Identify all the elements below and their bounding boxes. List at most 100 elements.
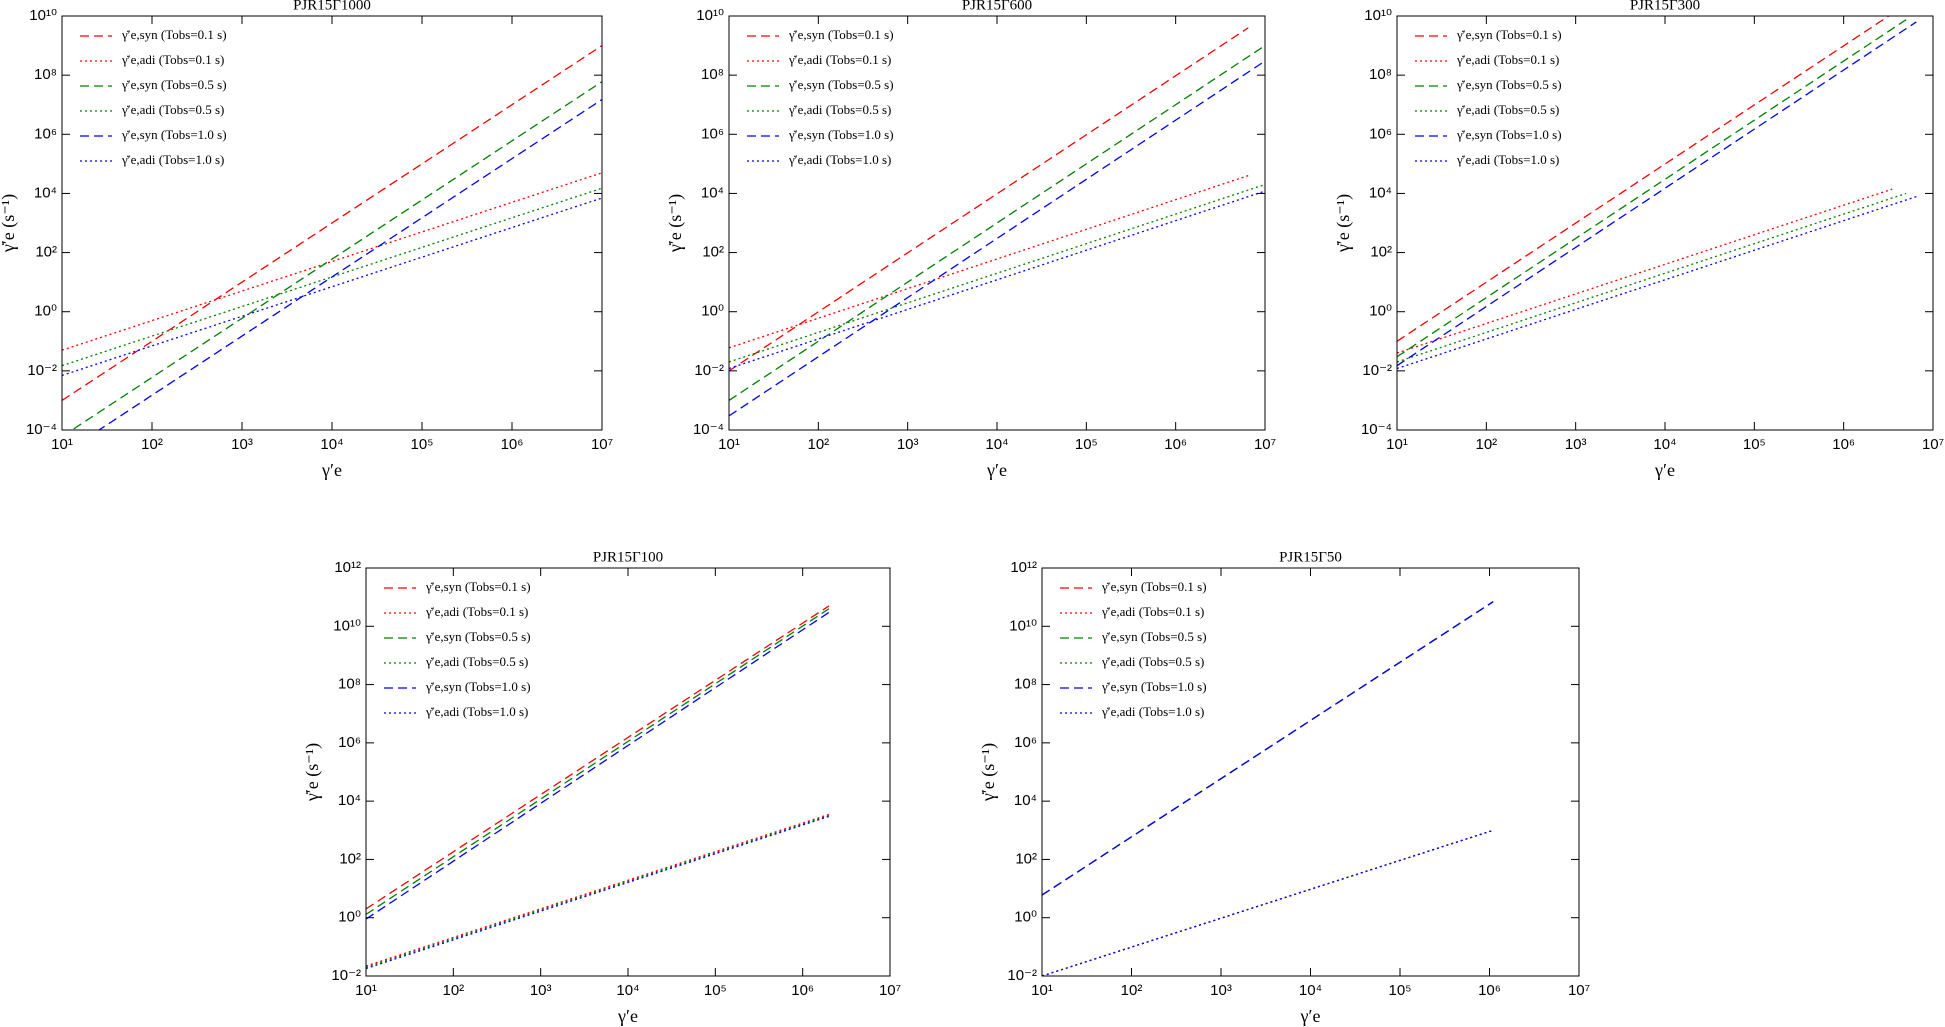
y-tick-label: 10⁴ — [1369, 184, 1392, 201]
y-tick-label: 10⁻² — [1362, 362, 1392, 379]
x-tick-label: 10³ — [530, 982, 552, 999]
legend-label: γ̇′e,adi (Tobs=0.5 s) — [788, 102, 891, 117]
series-line — [366, 815, 830, 970]
series-line — [70, 81, 602, 430]
y-tick-label: 10¹⁰ — [333, 617, 361, 634]
y-tick-label: 10⁶ — [1369, 125, 1392, 142]
legend-label: γ̇′e,adi (Tobs=1.0 s) — [1456, 152, 1559, 167]
chart-title: PJR15Γ300 — [1630, 0, 1700, 13]
x-tick-label: 10³ — [1210, 982, 1232, 999]
y-tick-label: 10¹⁰ — [1009, 617, 1037, 634]
x-tick-label: 10² — [1121, 982, 1143, 999]
y-axis-label: γ̇′e (s⁻¹) — [665, 194, 686, 253]
plot-area — [1397, 16, 1933, 430]
y-tick-label: 10⁸ — [34, 66, 57, 83]
legend-label: γ̇′e,adi (Tobs=1.0 s) — [425, 704, 528, 719]
series-line — [729, 190, 1265, 370]
y-tick-label: 10⁰ — [1014, 909, 1037, 926]
x-tick-label: 10¹ — [718, 436, 740, 453]
legend-label: γ̇′e,syn (Tobs=0.1 s) — [1101, 579, 1207, 594]
series-line — [366, 611, 830, 920]
subplot: 10¹ 10² 10³ 10⁴ 10⁵ 10⁶ 10⁷ 10⁻⁴ 10⁻² 10⁰ 10² 10⁴ 10… — [1333, 0, 1944, 480]
series-line — [1042, 829, 1494, 976]
y-tick-label: 10⁻² — [27, 362, 57, 379]
y-tick-label: 10⁰ — [34, 303, 57, 320]
legend-label: γ̇′e,adi (Tobs=1.0 s) — [788, 152, 891, 167]
series-line — [366, 605, 830, 910]
y-tick-label: 10² — [1015, 850, 1037, 867]
x-tick-label: 10³ — [1565, 436, 1587, 453]
y-axis-label: γ̇′e (s⁻¹) — [302, 743, 323, 802]
legend-label: γ̇′e,adi (Tobs=0.1 s) — [121, 52, 224, 67]
x-axis-label: γ′e — [321, 460, 342, 480]
y-tick-label: 10⁴ — [34, 184, 57, 201]
x-tick-label: 10¹ — [1031, 982, 1053, 999]
plot-area — [729, 16, 1265, 430]
x-tick-label: 10⁷ — [591, 436, 613, 453]
series-line — [1397, 196, 1917, 370]
legend-label: γ̇′e,adi (Tobs=0.5 s) — [1456, 102, 1559, 117]
chart-title: PJR15Γ600 — [962, 0, 1032, 13]
legend-label: γ̇′e,syn (Tobs=0.5 s) — [1101, 629, 1207, 644]
series-line — [366, 608, 830, 915]
legend-label: γ̇′e,syn (Tobs=0.1 s) — [425, 579, 531, 594]
legend-label: γ̇′e,syn (Tobs=0.5 s) — [1456, 77, 1562, 92]
legend-label: γ̇′e,syn (Tobs=0.5 s) — [425, 629, 531, 644]
y-tick-label: 10⁻² — [694, 362, 724, 379]
chart-title: PJR15Γ100 — [593, 549, 663, 565]
y-tick-label: 10⁻² — [331, 967, 361, 984]
y-tick-label: 10² — [702, 244, 724, 261]
subplot: 10¹ 10² 10³ 10⁴ 10⁵ 10⁶ 10⁷ 10⁻⁴ 10⁻² 10⁰ 10² 10⁴ 10… — [0, 0, 613, 480]
legend-label: γ̇′e,syn (Tobs=1.0 s) — [121, 127, 227, 142]
y-tick-label: 10⁶ — [34, 125, 57, 142]
y-tick-label: 10⁴ — [1014, 792, 1037, 809]
subplot: 10¹ 10² 10³ 10⁴ 10⁵ 10⁶ 10⁷ 10⁻² 10⁰ 10² 10⁴ 10⁶ 10⁸… — [302, 549, 901, 1026]
y-axis-label: γ̇′e (s⁻¹) — [0, 194, 19, 253]
series-line — [97, 98, 602, 430]
x-tick-label: 10¹ — [51, 436, 73, 453]
x-tick-label: 10² — [442, 982, 464, 999]
y-tick-label: 10⁶ — [338, 734, 361, 751]
legend-label: γ̇′e,adi (Tobs=0.1 s) — [788, 52, 891, 67]
y-tick-label: 10² — [35, 244, 57, 261]
series-line — [1397, 21, 1917, 367]
x-tick-label: 10⁶ — [501, 436, 524, 453]
series-line — [1397, 192, 1907, 363]
x-tick-label: 10³ — [897, 436, 919, 453]
y-tick-label: 10¹² — [1010, 559, 1037, 576]
legend-label: γ̇′e,syn (Tobs=0.5 s) — [121, 77, 227, 92]
x-tick-label: 10⁵ — [704, 982, 727, 999]
series-line — [729, 27, 1249, 372]
y-tick-label: 10⁴ — [338, 792, 361, 809]
x-tick-label: 10⁵ — [411, 436, 434, 453]
x-tick-label: 10⁶ — [791, 982, 814, 999]
legend-label: γ̇′e,syn (Tobs=0.1 s) — [788, 27, 894, 42]
y-tick-label: 10⁸ — [338, 676, 361, 693]
legend-label: γ̇′e,adi (Tobs=0.5 s) — [425, 654, 528, 669]
x-tick-label: 10⁵ — [1075, 436, 1098, 453]
y-tick-label: 10⁴ — [701, 184, 724, 201]
subplot: 10¹ 10² 10³ 10⁴ 10⁵ 10⁶ 10⁷ 10⁻⁴ 10⁻² 10⁰ 10² 10⁴ 10… — [665, 0, 1276, 480]
chart-title: PJR15Γ50 — [1279, 549, 1342, 565]
x-axis-label: γ′e — [986, 460, 1007, 480]
subplot: 10¹ 10² 10³ 10⁴ 10⁵ 10⁶ 10⁷ 10⁻² 10⁰ 10² 10⁴ 10⁶ 10⁸… — [978, 549, 1590, 1026]
x-tick-label: 10⁵ — [1743, 436, 1766, 453]
series-line — [62, 45, 602, 401]
y-tick-label: 10⁸ — [701, 66, 724, 83]
y-tick-label: 10² — [1370, 244, 1392, 261]
x-tick-label: 10⁵ — [1389, 982, 1412, 999]
x-tick-label: 10² — [141, 436, 163, 453]
x-tick-label: 10⁴ — [1299, 982, 1322, 999]
y-tick-label: 10¹⁰ — [1364, 7, 1392, 24]
legend-label: γ̇′e,syn (Tobs=1.0 s) — [1456, 127, 1562, 142]
x-tick-label: 10⁷ — [1922, 436, 1944, 453]
y-tick-label: 10¹⁰ — [696, 7, 724, 24]
y-tick-label: 10⁻⁴ — [1361, 421, 1392, 438]
x-tick-label: 10² — [807, 436, 829, 453]
x-axis-label: γ′e — [617, 1006, 638, 1026]
series-line — [1042, 601, 1494, 896]
y-tick-label: 10⁰ — [338, 909, 361, 926]
x-tick-label: 10¹ — [1386, 436, 1408, 453]
